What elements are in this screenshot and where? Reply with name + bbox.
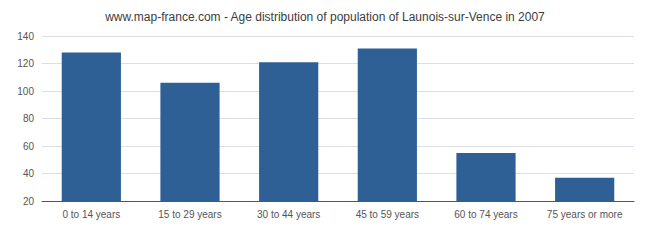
svg-text:100: 100: [17, 86, 34, 97]
svg-text:45 to 59 years: 45 to 59 years: [356, 209, 419, 220]
svg-text:www.map-france.com - Age distr: www.map-france.com - Age distribution of…: [104, 10, 545, 24]
svg-text:80: 80: [23, 113, 35, 124]
svg-text:0 to 14 years: 0 to 14 years: [62, 209, 120, 220]
svg-text:40: 40: [23, 168, 35, 179]
svg-text:15 to 29 years: 15 to 29 years: [158, 209, 221, 220]
svg-text:60: 60: [23, 141, 35, 152]
svg-text:75 years or more: 75 years or more: [547, 209, 623, 220]
svg-text:30 to 44 years: 30 to 44 years: [257, 209, 320, 220]
svg-text:140: 140: [17, 31, 34, 42]
svg-text:20: 20: [23, 196, 35, 207]
svg-text:60 to 74 years: 60 to 74 years: [454, 209, 517, 220]
svg-text:120: 120: [17, 58, 34, 69]
